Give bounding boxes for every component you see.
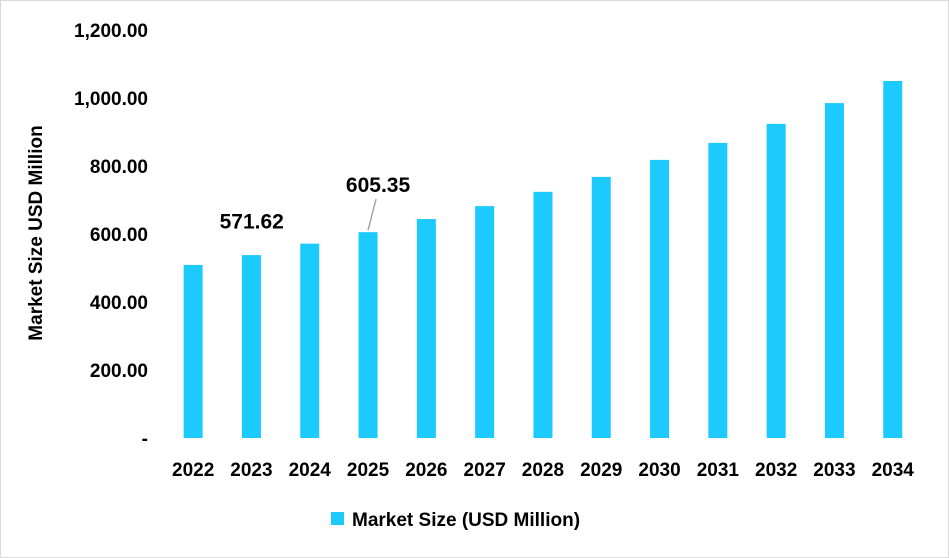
data-label-leader-line (367, 198, 377, 231)
bar-2031 (708, 142, 728, 438)
y-tick-label: 1,000.00 (74, 89, 148, 110)
x-tick-label: 2032 (755, 460, 797, 481)
y-tick-label: 400.00 (90, 293, 148, 314)
x-tick-label: 2023 (230, 460, 272, 481)
bar-2024 (300, 243, 320, 438)
bar-2026 (416, 219, 436, 438)
legend-label: Market Size (USD Million) (352, 510, 580, 531)
bar-2023 (241, 255, 261, 438)
data-label-2025: 605.35 (346, 174, 411, 197)
y-tick-label: 1,200.00 (74, 21, 148, 42)
x-tick-label: 2031 (697, 460, 740, 481)
bar-2033 (824, 103, 844, 438)
data-label-2024: 571.62 (220, 211, 284, 234)
bar-2022 (183, 264, 203, 438)
x-tick-label: 2022 (172, 460, 214, 481)
bar-2032 (766, 123, 786, 438)
bar-2029 (591, 176, 611, 438)
y-axis-label: Market Size USD Million (26, 125, 47, 340)
x-tick-label: 2028 (522, 460, 564, 481)
x-tick-label: 2026 (405, 460, 447, 481)
bar-2034 (883, 81, 903, 438)
bar-2030 (650, 159, 670, 438)
bar-2028 (533, 191, 553, 438)
y-tick-label: 200.00 (90, 361, 148, 382)
x-tick-label: 2029 (580, 460, 622, 481)
x-tick-label: 2025 (347, 460, 390, 481)
y-tick-label: 800.00 (90, 157, 148, 178)
x-tick-label: 2034 (872, 460, 915, 481)
x-tick-label: 2033 (813, 460, 855, 481)
bar-2025 (358, 232, 378, 438)
x-tick-label: 2027 (464, 460, 506, 481)
y-tick-label: 600.00 (90, 225, 148, 246)
y-tick-label: - (142, 429, 148, 450)
legend-swatch (331, 512, 344, 525)
x-tick-label: 2024 (289, 460, 332, 481)
bar-2027 (475, 206, 495, 438)
x-tick-label: 2030 (638, 460, 680, 481)
